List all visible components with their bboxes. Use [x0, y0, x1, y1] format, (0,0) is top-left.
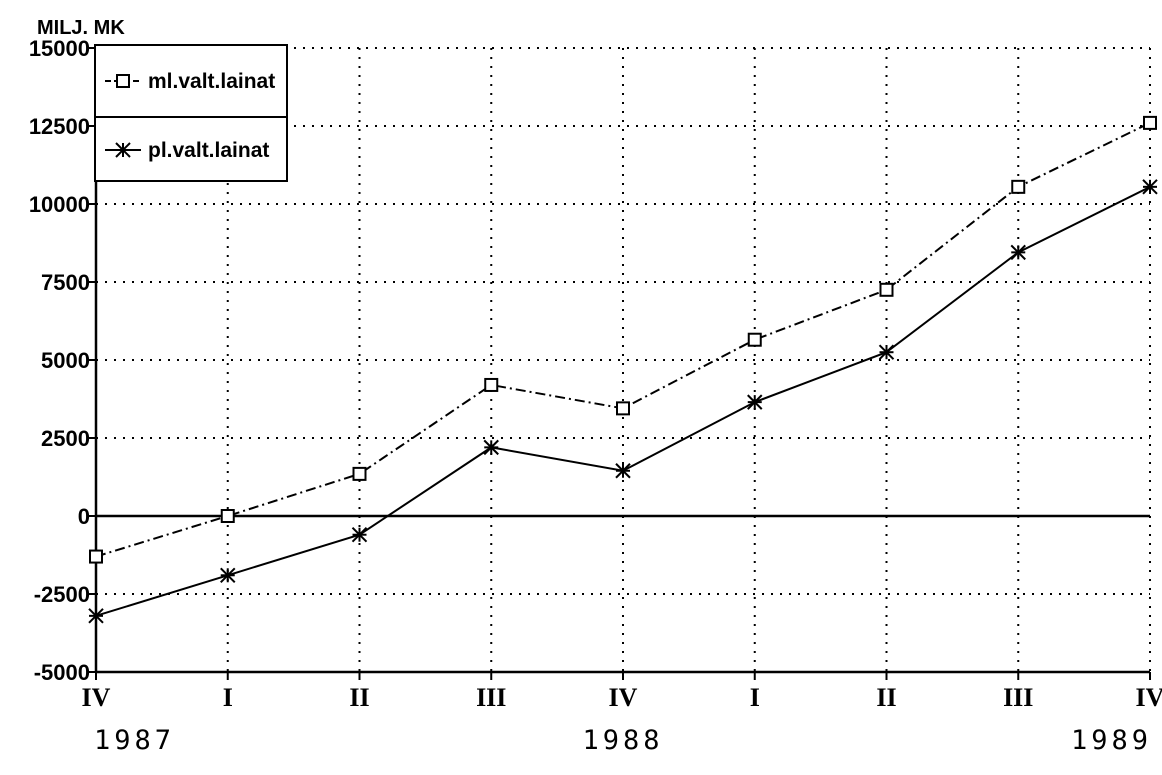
x-tick-label: III	[476, 683, 506, 712]
data-point-asterisk	[1142, 179, 1158, 195]
data-point-asterisk	[483, 439, 499, 456]
data-point-asterisk	[88, 608, 104, 624]
year-label: 1987	[94, 725, 175, 756]
data-point-square	[1011, 179, 1026, 194]
y-tick-label: 12500	[29, 114, 90, 139]
y-tick-label: 5000	[41, 348, 90, 373]
y-axis-ticks: -5000 -2500 0 2500 5000 7500 10000 12500 15000	[29, 36, 96, 685]
data-point-asterisk	[1010, 244, 1026, 261]
x-tick-label: III	[1003, 683, 1033, 712]
data-point-asterisk	[747, 394, 763, 410]
y-tick-label: 7500	[41, 270, 90, 295]
x-tick-label: IV	[609, 683, 638, 712]
legend-label-series-0: ml.valt.lainat	[148, 70, 275, 93]
data-point-square	[879, 282, 894, 297]
x-tick-label: II	[876, 683, 896, 712]
data-point-square	[616, 401, 630, 416]
y-tick-label: 2500	[41, 426, 90, 451]
y-tick-label: -2500	[34, 582, 90, 607]
data-point-square	[1143, 115, 1157, 130]
series-line-0	[95, 121, 1151, 558]
legend-marker-series-0	[116, 74, 130, 88]
data-point-square	[747, 332, 762, 347]
year-label: 1989	[1071, 725, 1152, 756]
y-tick-label: 10000	[29, 192, 90, 217]
x-tick-label: I	[223, 683, 233, 712]
x-tick-label: II	[349, 683, 369, 712]
year-label: 1988	[582, 725, 663, 756]
data-point-square	[89, 549, 103, 564]
data-point-asterisk	[615, 463, 631, 479]
data-point-asterisk	[220, 567, 236, 583]
legend-marker-series-1	[115, 142, 131, 158]
data-point-square	[484, 377, 499, 392]
legend-label-series-1: pl.valt.lainat	[148, 139, 269, 162]
y-tick-label: -5000	[34, 660, 90, 685]
data-point-square	[220, 509, 235, 523]
x-tick-label: I	[750, 683, 760, 712]
x-tick-label: IV	[82, 683, 111, 712]
data-point-asterisk	[351, 527, 368, 543]
y-axis-label: MILJ. MK	[37, 17, 125, 39]
data-point-square	[352, 466, 367, 481]
y-tick-label: 15000	[29, 36, 90, 61]
data-point-asterisk	[878, 344, 895, 360]
series-layer	[88, 115, 1158, 624]
series-line-1	[95, 185, 1151, 617]
legend: ml.valt.lainat pl.valt.lainat	[94, 44, 288, 182]
x-tick-label: IV	[1136, 683, 1162, 712]
y-tick-label: 0	[78, 504, 90, 529]
